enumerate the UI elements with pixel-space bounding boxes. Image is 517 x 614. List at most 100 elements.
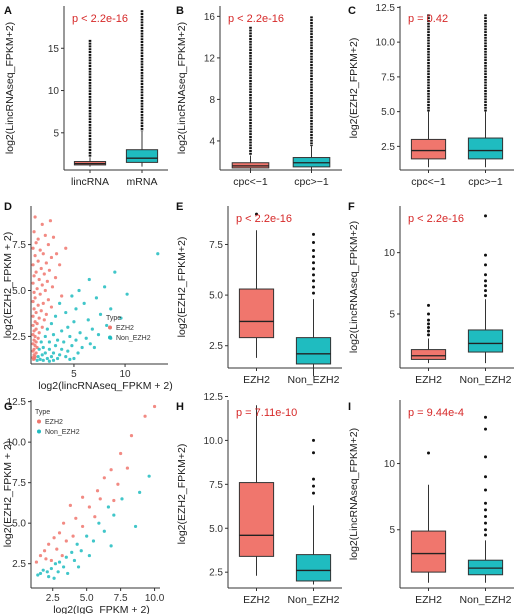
- legend-title: Type: [35, 409, 50, 416]
- x-tick-label: mRNA: [127, 176, 158, 188]
- outlier-point: [484, 214, 487, 218]
- data-point: [92, 345, 96, 350]
- data-point: [58, 263, 62, 267]
- data-point: [133, 524, 138, 529]
- x-tick-label: 5: [71, 369, 77, 380]
- data-point: [47, 359, 52, 363]
- data-point: [33, 344, 37, 348]
- data-point: [47, 542, 51, 546]
- data-point: [53, 344, 58, 348]
- y-tick-label: 2.5: [209, 568, 223, 579]
- data-point: [49, 355, 54, 359]
- chart-svg-i: I 5 10 log2(LincRNAseq_FPKM+2) EZH2 Non_EZH2 p…: [348, 400, 514, 606]
- data-point: [40, 283, 44, 287]
- data-point: [102, 476, 106, 480]
- data-point: [35, 345, 39, 350]
- outlier-point: [484, 508, 487, 512]
- data-point: [33, 334, 37, 339]
- data-point: [94, 296, 99, 300]
- outlier-point: [312, 291, 315, 295]
- outlier-point: [312, 451, 315, 455]
- data-point: [39, 266, 43, 271]
- data-point: [37, 277, 41, 282]
- data-point: [46, 242, 50, 247]
- data-point: [152, 404, 157, 409]
- data-point: [66, 325, 70, 329]
- chart-panel-f: F 5 10 log2(LincRNAseq_FPKM+2) EZH2 Non_EZH2 p…: [344, 196, 517, 396]
- data-point: [112, 498, 116, 503]
- data-point: [32, 230, 36, 234]
- data-point: [39, 340, 43, 344]
- y-tick-label: 8: [209, 95, 215, 106]
- data-point: [50, 285, 55, 289]
- data-point: [96, 333, 101, 337]
- data-point: [70, 550, 74, 554]
- outlier-point: [427, 451, 430, 455]
- data-point: [31, 357, 36, 362]
- data-point: [44, 312, 48, 316]
- outlier-point: [312, 255, 315, 259]
- data-point: [47, 347, 52, 351]
- data-point: [37, 347, 41, 351]
- data-point: [68, 357, 72, 362]
- box-i-2: [467, 415, 504, 583]
- data-point: [75, 542, 79, 546]
- data-point: [68, 503, 72, 507]
- x-tick-label: EZH2: [415, 594, 442, 606]
- data-point: [39, 309, 43, 313]
- x-tick-label: 10.0: [145, 593, 165, 604]
- data-point: [43, 288, 47, 293]
- y-tick-label: 10.0: [376, 38, 396, 49]
- series-ezh2: [34, 404, 157, 564]
- box-b-2: [292, 16, 331, 172]
- outlier-point: [427, 333, 430, 337]
- box-body: [467, 137, 504, 160]
- data-point: [78, 331, 82, 335]
- data-point: [49, 305, 54, 309]
- data-point: [35, 287, 39, 291]
- data-point: [76, 565, 81, 569]
- outlier-point: [484, 475, 487, 479]
- data-point: [86, 318, 90, 322]
- data-point: [125, 466, 130, 470]
- data-point: [32, 329, 36, 333]
- legend: Type EZH2 Non_EZH2: [35, 409, 80, 436]
- box-a-2: [125, 10, 159, 167]
- y-tick-label: 5.0: [381, 107, 395, 118]
- data-point: [62, 340, 66, 344]
- chart-panel-a: A 5 10 15 log2(LincRNAseq_FPKM+2) lincRNA mRNA…: [0, 0, 172, 200]
- data-point: [88, 342, 92, 346]
- y-tick-label: 4: [209, 136, 215, 147]
- data-point: [55, 547, 59, 551]
- y-tick-label: 12.5: [376, 3, 396, 14]
- legend-entry: EZH2: [45, 419, 63, 426]
- data-point: [72, 558, 77, 563]
- data-point: [103, 285, 107, 289]
- data-point: [74, 516, 78, 520]
- data-point: [60, 553, 64, 558]
- data-point: [72, 320, 76, 324]
- data-point: [36, 237, 40, 241]
- data-point: [85, 534, 89, 538]
- panel-label: E: [176, 201, 183, 213]
- p-value-annotation: p = 7.11e-10: [236, 407, 297, 419]
- data-point: [66, 349, 70, 353]
- y-tick-label: 7.5: [12, 478, 26, 489]
- data-point: [81, 495, 85, 499]
- y-tick-label: 7.5: [12, 240, 26, 251]
- outlier-point: [484, 294, 487, 298]
- data-point: [79, 549, 83, 553]
- outlier-point: [312, 249, 315, 253]
- outlier-point: [484, 415, 487, 419]
- data-point: [48, 219, 53, 223]
- panel-label: C: [348, 5, 356, 17]
- data-point: [77, 288, 81, 293]
- outlier-point: [427, 318, 430, 322]
- box-e-1: [238, 212, 275, 358]
- x-tick-label: 7.5: [114, 593, 128, 604]
- outlier-point: [255, 212, 258, 216]
- data-point: [74, 338, 78, 342]
- outlier-point: [484, 533, 487, 537]
- data-point: [106, 505, 110, 509]
